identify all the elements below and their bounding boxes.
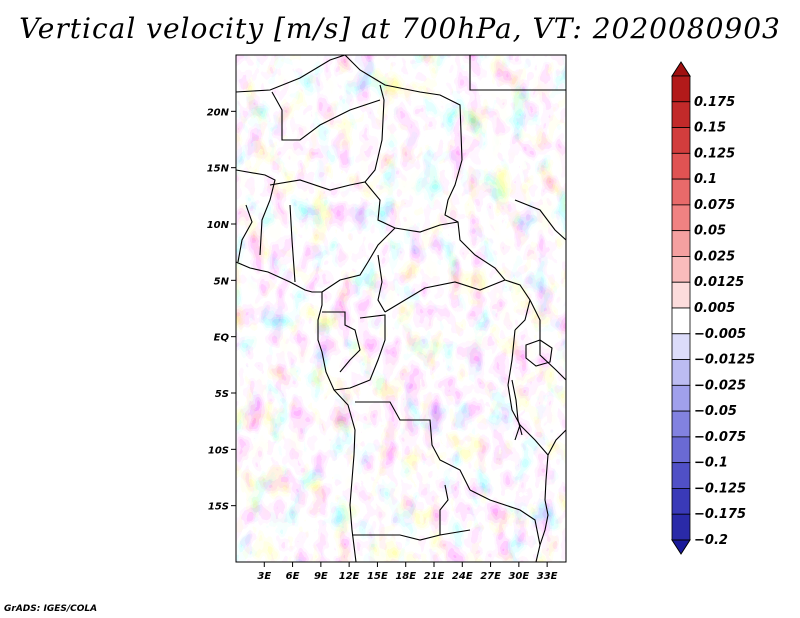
- lat-tick-label: 10S: [208, 445, 229, 456]
- colorbar-swatch: [671, 256, 691, 283]
- colorbar: 0.175 0.15 0.125 0.1 0.075 0.05 0.025 0.0125 0.0…: [671, 61, 755, 555]
- map-frame: [235, 54, 567, 563]
- colorbar-swatch: [671, 488, 691, 515]
- country-borders: [236, 55, 566, 562]
- border-car-cameroon: [377, 254, 386, 313]
- colorbar-swatch: [671, 359, 691, 386]
- colorbar-label: 0.15: [694, 121, 726, 136]
- colorbar-min-arrow: [671, 539, 691, 555]
- coastline-west: [236, 261, 357, 562]
- lon-tick-label: 12E: [339, 571, 360, 582]
- lon-tick-label: 6E: [286, 571, 300, 582]
- lake-victoria: [525, 339, 553, 367]
- border-uganda-kenya: [529, 299, 566, 381]
- border-zambia-south: [469, 489, 541, 546]
- border-congo: [333, 314, 386, 391]
- lon-tick-label: 27E: [480, 571, 501, 582]
- border-niger-nigeria: [269, 179, 396, 229]
- border-angola-zambia: [439, 484, 449, 535]
- border-lake-tanganyika: [511, 379, 523, 436]
- lon-tick-label: 30E: [508, 571, 529, 582]
- border-mali-burkina: [236, 169, 276, 256]
- border-north-2: [344, 55, 463, 161]
- colorbar-swatch: [671, 513, 691, 541]
- colorbar-swatch: [671, 178, 691, 206]
- lon-tick-label: 15E: [367, 571, 388, 582]
- colorbar-swatch: [671, 152, 691, 180]
- colorbar-swatch: [671, 462, 691, 489]
- colorbar-label: −0.2: [694, 533, 728, 548]
- border-car-north: [394, 221, 459, 233]
- colorbar-swatch: [671, 204, 691, 232]
- chart-title: Vertical velocity [m/s] at 700hPa, VT: 2…: [19, 12, 781, 45]
- lat-tick-label: 10N: [207, 220, 230, 231]
- colorbar-max-arrow: [671, 61, 691, 77]
- lat-tick-label: 5N: [214, 276, 230, 287]
- colorbar-label: 0.175: [694, 95, 735, 110]
- longitude-axis: 3E 6E 9E 12E 15E 18E 21E 24E 27E 30E 33E: [257, 562, 558, 582]
- colorbar-label: 0.1: [694, 172, 717, 187]
- border-tanzania: [519, 424, 549, 456]
- border-angola-south: [352, 529, 471, 541]
- border-north-4: [364, 84, 385, 183]
- border-ethiopia: [514, 199, 566, 241]
- lat-tick-label: 5S: [215, 389, 229, 400]
- colorbar-swatch: [671, 75, 691, 103]
- grads-credit: GrADS: IGES/COLA: [4, 604, 98, 614]
- colorbar-label: −0.125: [694, 481, 746, 496]
- colorbar-label: 0.0125: [694, 275, 744, 290]
- colorbar-swatch: [671, 333, 691, 360]
- lon-tick-label: 21E: [424, 571, 445, 582]
- lon-tick-label: 9E: [314, 571, 328, 582]
- lat-tick-label: 15N: [207, 164, 230, 175]
- border-libya-sudan: [469, 55, 566, 91]
- colorbar-label: −0.1: [694, 456, 728, 471]
- lon-tick-label: 24E: [452, 571, 473, 582]
- coastline-east: [535, 429, 566, 562]
- border-car-south: [384, 279, 506, 313]
- border-drc-east: [507, 329, 521, 441]
- border-north-3: [271, 91, 381, 141]
- colorbar-label: −0.005: [694, 327, 746, 342]
- lon-tick-label: 3E: [257, 571, 271, 582]
- colorbar-swatch: [671, 410, 691, 438]
- lat-tick-label: 20N: [207, 107, 230, 118]
- colorbar-label: 0.05: [694, 224, 726, 239]
- border-benin-togo: [289, 204, 296, 283]
- colorbar-label: −0.075: [694, 430, 746, 445]
- colorbar-swatch: [671, 101, 691, 128]
- border-north-1: [236, 55, 346, 93]
- colorbar-swatch: [671, 307, 691, 335]
- colorbar-label: −0.025: [694, 378, 746, 393]
- border-nigeria-cameroon: [321, 227, 396, 293]
- lon-tick-label: 33E: [537, 571, 558, 582]
- colorbar-label: 0.075: [694, 198, 735, 213]
- velocity-field: [236, 55, 566, 562]
- lat-tick-label: 15S: [208, 502, 229, 513]
- colorbar-swatch: [671, 281, 691, 309]
- border-drc-angola: [355, 401, 471, 491]
- colorbar-swatch: [671, 127, 691, 154]
- latitude-axis: 20N 15N 10N 5N EQ 5S 10S 15S: [207, 107, 236, 513]
- border-gabon: [322, 311, 361, 373]
- colorbar-swatch: [671, 436, 691, 464]
- map-area: [235, 54, 567, 563]
- colorbar-swatch: [671, 230, 691, 257]
- colorbar-label: −0.05: [694, 404, 737, 419]
- border-west-coast: [237, 204, 253, 263]
- lat-tick-label: EQ: [214, 333, 230, 344]
- colorbar-swatch: [671, 384, 691, 412]
- colorbar-label: −0.0125: [694, 353, 755, 368]
- lon-tick-label: 18E: [395, 571, 416, 582]
- colorbar-label: 0.125: [694, 146, 735, 161]
- colorbar-label: 0.025: [694, 249, 735, 264]
- colorbar-label: 0.005: [694, 301, 735, 316]
- colorbar-label: −0.175: [694, 507, 746, 522]
